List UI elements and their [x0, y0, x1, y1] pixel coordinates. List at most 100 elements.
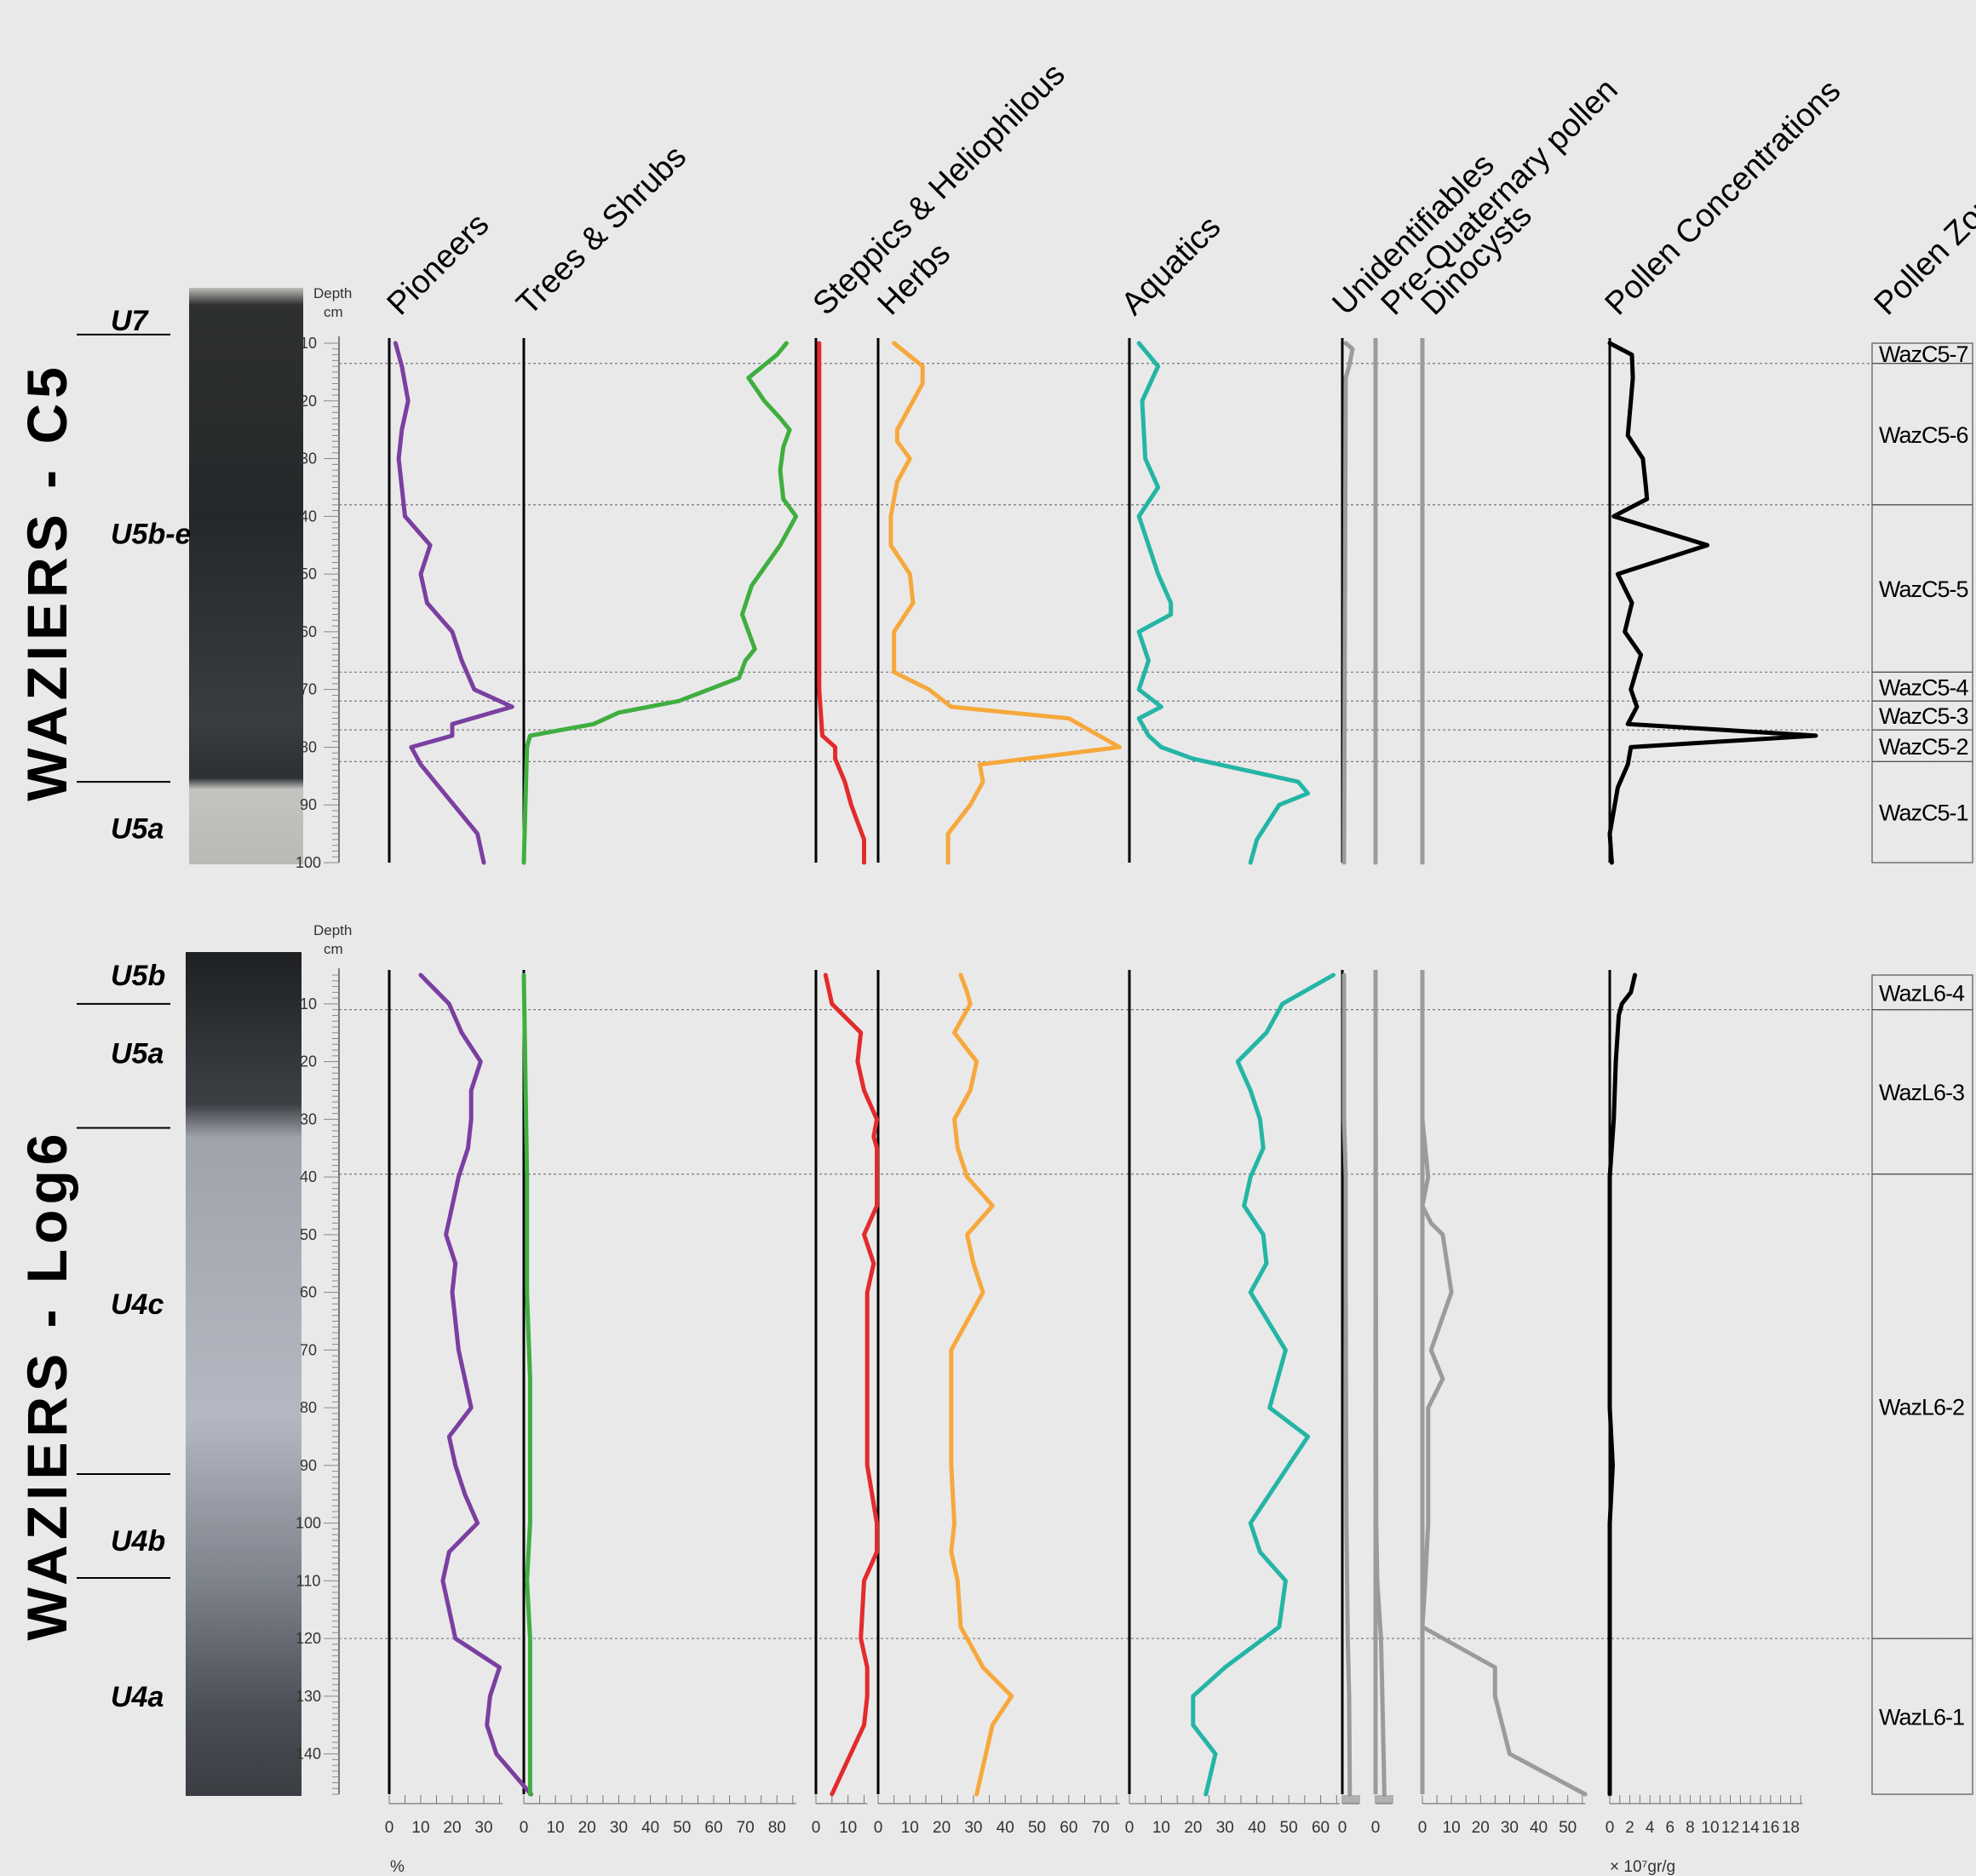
depth-tick-label: 110 — [296, 1572, 321, 1589]
x-tick-label-pioneers: 0 — [385, 1819, 394, 1837]
core-photo — [189, 288, 303, 864]
depth-tick-label: 40 — [300, 508, 317, 525]
x-tick-label-pioneers: 30 — [474, 1819, 492, 1837]
x-tick-label-conc: 18 — [1782, 1819, 1800, 1837]
unit-label: U4c — [111, 1288, 164, 1321]
x-tick-label-dino: 10 — [1443, 1819, 1461, 1837]
zone-label: WazL6-2 — [1879, 1394, 1964, 1420]
series-line-trees — [521, 972, 532, 1797]
x-tick-label-trees: 70 — [737, 1819, 755, 1837]
core-photo — [186, 952, 302, 1796]
depth-tick-label: 100 — [296, 1515, 321, 1532]
x-tick-label-aquatics: 0 — [1125, 1819, 1134, 1837]
zone-label: WazL6-4 — [1879, 980, 1965, 1006]
x-tick-label-aquatics: 50 — [1280, 1819, 1298, 1837]
x-tick-label-aquatics: 40 — [1248, 1819, 1266, 1837]
unit-label: U4a — [111, 1681, 164, 1713]
depth-tick-label: 70 — [300, 681, 317, 698]
unit-label: U5a — [111, 1037, 164, 1070]
x-tick-label-herbs: 10 — [901, 1819, 919, 1837]
x-tick-label-dino: 50 — [1559, 1819, 1577, 1837]
depth-tick-label: 20 — [300, 393, 317, 410]
column-header-trees: Trees & Shrubs — [510, 139, 693, 322]
depth-tick-label: 80 — [300, 1399, 317, 1416]
zone-label: WazL6-1 — [1879, 1705, 1964, 1730]
series-line-herbs — [888, 341, 1122, 865]
column-header-zones: Pollen Zones — [1868, 164, 1976, 323]
unit-label: U7 — [111, 305, 150, 337]
depth-tick-label: 130 — [296, 1688, 321, 1705]
depth-tick-label: 10 — [300, 995, 317, 1013]
x-tick-label-herbs: 0 — [874, 1819, 883, 1837]
depth-tick-label: 90 — [300, 796, 317, 813]
series-line-prequat — [1373, 972, 1387, 1797]
x-tick-label-conc: 8 — [1686, 1819, 1695, 1837]
depth-tick-label: 30 — [300, 1110, 317, 1127]
depth-tick-label: 10 — [300, 335, 317, 352]
percent-unit-label: % — [390, 1858, 405, 1876]
x-tick-label-herbs: 60 — [1060, 1819, 1077, 1837]
x-tick-label-conc: 4 — [1646, 1819, 1655, 1837]
depth-axis-title: Depth — [313, 922, 352, 938]
column-header-steppics: Steppics & Heliophilous — [807, 56, 1072, 322]
x-tick-label-dino: 40 — [1530, 1819, 1548, 1837]
unit-label: U4b — [111, 1525, 165, 1558]
x-tick-label-conc: 2 — [1625, 1819, 1634, 1837]
depth-tick-label: 90 — [300, 1457, 317, 1474]
zone-label: WazC5-6 — [1879, 422, 1968, 448]
depth-tick-label: 100 — [296, 854, 321, 871]
series-line-conc — [1607, 972, 1637, 1797]
x-tick-label-herbs: 50 — [1028, 1819, 1046, 1837]
site-title: WAZIERS - C5 — [15, 362, 78, 801]
x-tick-label-herbs: 40 — [997, 1819, 1014, 1837]
x-tick-label-unident: 0 — [1338, 1819, 1347, 1837]
depth-tick-label: 50 — [300, 1226, 317, 1243]
x-tick-label-herbs: 30 — [964, 1819, 982, 1837]
depth-tick-label: 60 — [300, 1284, 317, 1301]
series-line-aquatics — [1136, 341, 1311, 865]
column-header-conc: Pollen Concentrations — [1599, 73, 1848, 323]
zone-label: WazC5-1 — [1879, 800, 1968, 826]
x-tick-label-dino: 0 — [1418, 1819, 1427, 1837]
x-tick-label-aquatics: 10 — [1152, 1819, 1170, 1837]
depth-tick-label: 20 — [300, 1053, 317, 1070]
x-tick-label-trees: 50 — [673, 1819, 691, 1837]
series-line-unident — [1341, 972, 1353, 1797]
depth-tick-label: 30 — [300, 450, 317, 468]
x-tick-label-steppics: 10 — [839, 1819, 857, 1837]
x-tick-label-trees: 0 — [520, 1819, 529, 1837]
series-line-steppics — [823, 972, 879, 1797]
x-tick-label-trees: 10 — [547, 1819, 565, 1837]
unit-label: U5a — [111, 812, 164, 845]
x-tick-label-conc: 16 — [1761, 1819, 1779, 1837]
x-tick-label-conc: 6 — [1666, 1819, 1675, 1837]
x-tick-label-trees: 20 — [578, 1819, 596, 1837]
series-line-unident — [1341, 341, 1355, 865]
x-tick-label-herbs: 20 — [933, 1819, 951, 1837]
depth-tick-label: 80 — [300, 738, 317, 755]
zone-label: WazL6-3 — [1879, 1080, 1964, 1105]
unit-label: U5b — [111, 960, 165, 992]
zone-label: WazC5-3 — [1879, 703, 1968, 729]
series-line-dino — [1420, 972, 1588, 1797]
column-header-aquatics: Aquatics — [1115, 209, 1228, 323]
x-tick-label-prequat: 0 — [1371, 1819, 1381, 1837]
series-line-conc — [1607, 341, 1818, 865]
x-tick-label-aquatics: 30 — [1216, 1819, 1234, 1837]
series-line-herbs — [949, 972, 1014, 1797]
depth-tick-label: 140 — [296, 1746, 321, 1763]
series-line-aquatics — [1191, 972, 1336, 1797]
x-tick-label-trees: 80 — [768, 1819, 786, 1837]
x-tick-label-conc: 12 — [1721, 1819, 1739, 1837]
site-title: WAZIERS - Log6 — [15, 1129, 78, 1641]
depth-tick-label: 70 — [300, 1341, 317, 1358]
depth-tick-label: 40 — [300, 1168, 317, 1185]
x-tick-label-trees: 40 — [641, 1819, 659, 1837]
x-tick-label-trees: 30 — [610, 1819, 628, 1837]
column-header-pioneers: Pioneers — [381, 207, 497, 323]
x-tick-label-aquatics: 20 — [1184, 1819, 1202, 1837]
x-tick-label-pioneers: 20 — [443, 1819, 461, 1837]
x-tick-label-dino: 30 — [1501, 1819, 1519, 1837]
depth-axis-unit: cm — [324, 941, 343, 957]
